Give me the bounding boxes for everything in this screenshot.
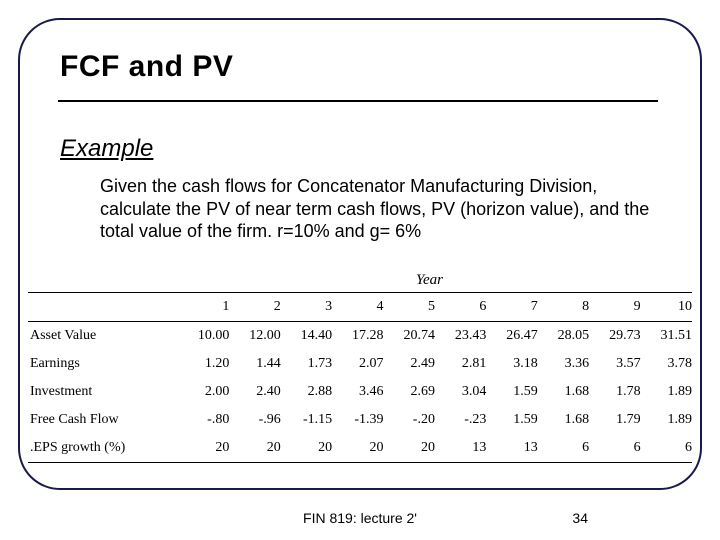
cell: 2.49	[384, 350, 435, 378]
cell: 17.28	[332, 322, 383, 351]
cell: -.96	[229, 406, 280, 434]
cell: 20	[229, 434, 280, 463]
cell: 20	[178, 434, 229, 463]
footer-page-number: 34	[572, 510, 588, 526]
row-label: .EPS growth (%)	[28, 434, 178, 463]
cell: 20.74	[384, 322, 435, 351]
col-header: 7	[486, 293, 537, 322]
cell: 3.18	[486, 350, 537, 378]
footer-center: FIN 819: lecture 2'	[0, 510, 720, 526]
table-row: Investment 2.00 2.40 2.88 3.46 2.69 3.04…	[28, 378, 692, 406]
cell: 23.43	[435, 322, 486, 351]
cell: -1.15	[281, 406, 332, 434]
row-label: Earnings	[28, 350, 178, 378]
col-header: 2	[229, 293, 280, 322]
year-label: Year	[416, 272, 443, 289]
cell: 6	[641, 434, 692, 463]
table-row: .EPS growth (%) 20 20 20 20 20 13 13 6 6…	[28, 434, 692, 463]
cell: 28.05	[538, 322, 589, 351]
slide: FCF and PV Example Given the cash flows …	[0, 0, 720, 540]
cell: 1.89	[641, 406, 692, 434]
cell: 1.20	[178, 350, 229, 378]
cell: 20	[332, 434, 383, 463]
cell: 1.59	[486, 378, 537, 406]
cell: 3.36	[538, 350, 589, 378]
col-header: 9	[589, 293, 640, 322]
cell: 2.00	[178, 378, 229, 406]
table-row: Earnings 1.20 1.44 1.73 2.07 2.49 2.81 3…	[28, 350, 692, 378]
cell: -.23	[435, 406, 486, 434]
title-rule	[58, 100, 658, 102]
cell: 1.44	[229, 350, 280, 378]
cell: -1.39	[332, 406, 383, 434]
body-text: Given the cash flows for Concatenator Ma…	[100, 175, 660, 243]
cell: 2.07	[332, 350, 383, 378]
cell: 10.00	[178, 322, 229, 351]
col-header: 1	[178, 293, 229, 322]
cell: 3.57	[589, 350, 640, 378]
data-table: 1 2 3 4 5 6 7 8 9 10 Asset Value 10.00 1…	[28, 292, 692, 463]
cell: 1.68	[538, 406, 589, 434]
cell: 3.78	[641, 350, 692, 378]
cell: 13	[486, 434, 537, 463]
col-header: 3	[281, 293, 332, 322]
table-row: Asset Value 10.00 12.00 14.40 17.28 20.7…	[28, 322, 692, 351]
cell: -.80	[178, 406, 229, 434]
cell: 6	[538, 434, 589, 463]
cell: 14.40	[281, 322, 332, 351]
cell: 3.04	[435, 378, 486, 406]
table-header-row: 1 2 3 4 5 6 7 8 9 10	[28, 293, 692, 322]
cell: 2.69	[384, 378, 435, 406]
cell: 20	[281, 434, 332, 463]
col-header: 8	[538, 293, 589, 322]
cell: 20	[384, 434, 435, 463]
row-label: Investment	[28, 378, 178, 406]
col-header: 10	[641, 293, 692, 322]
cell: 29.73	[589, 322, 640, 351]
cell: 1.78	[589, 378, 640, 406]
slide-title: FCF and PV	[60, 50, 233, 84]
section-heading: Example	[60, 135, 153, 163]
table-row: Free Cash Flow -.80 -.96 -1.15 -1.39 -.2…	[28, 406, 692, 434]
cell: 26.47	[486, 322, 537, 351]
table-corner	[28, 293, 178, 322]
cell: 1.89	[641, 378, 692, 406]
cell: 12.00	[229, 322, 280, 351]
col-header: 4	[332, 293, 383, 322]
row-label: Free Cash Flow	[28, 406, 178, 434]
cell: 3.46	[332, 378, 383, 406]
cell: 1.79	[589, 406, 640, 434]
cell: 2.40	[229, 378, 280, 406]
cell: 6	[589, 434, 640, 463]
cell: 1.68	[538, 378, 589, 406]
cell: 2.81	[435, 350, 486, 378]
cell: 31.51	[641, 322, 692, 351]
cell: 2.88	[281, 378, 332, 406]
cell: 1.73	[281, 350, 332, 378]
col-header: 5	[384, 293, 435, 322]
row-label: Asset Value	[28, 322, 178, 351]
col-header: 6	[435, 293, 486, 322]
cell: 1.59	[486, 406, 537, 434]
cell: 13	[435, 434, 486, 463]
cell: -.20	[384, 406, 435, 434]
